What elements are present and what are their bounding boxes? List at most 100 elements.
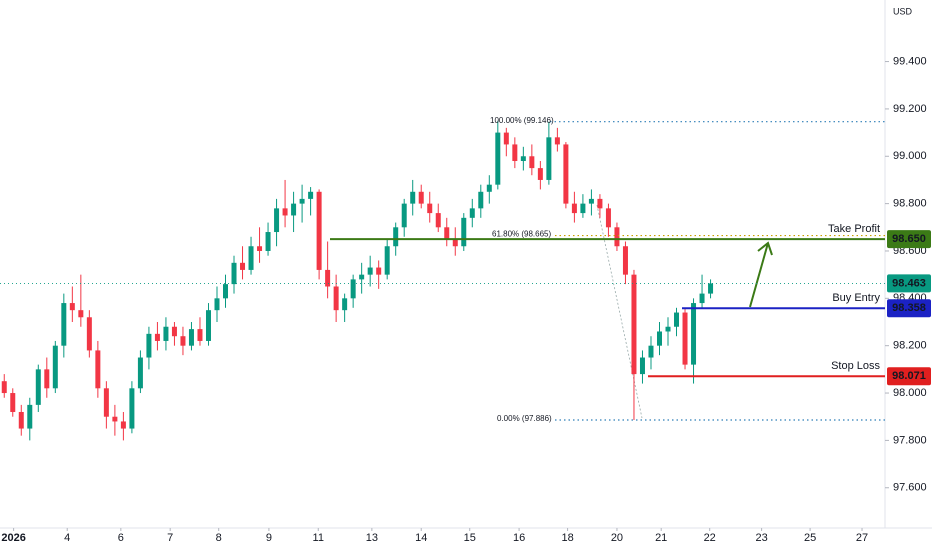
candle-body — [367, 267, 373, 275]
candle-body — [95, 350, 101, 389]
level-label: 98.358 — [892, 302, 926, 314]
current-price-label: 98.463 — [892, 277, 926, 289]
candle-body — [35, 369, 41, 405]
candle-body — [120, 421, 126, 429]
candle-body — [240, 262, 246, 270]
y-tick-label: 98.800 — [893, 198, 927, 210]
candle-body — [708, 283, 714, 294]
candle-body — [529, 156, 535, 169]
candle-body — [86, 317, 92, 351]
candle-body — [563, 144, 569, 204]
level-box — [887, 299, 931, 318]
candle-body — [299, 198, 305, 204]
candle-body — [18, 411, 24, 429]
candle-body — [495, 132, 501, 185]
level-name: Stop Loss — [831, 360, 880, 372]
x-tick-label: 13 — [366, 532, 378, 544]
candle-body — [205, 310, 211, 341]
candle-body — [597, 198, 603, 209]
candle-body — [1, 381, 7, 394]
candle-body — [503, 132, 509, 145]
candle-body — [639, 357, 645, 375]
candle-body — [656, 331, 662, 346]
x-tick-label: 23 — [755, 532, 767, 544]
current-price-box — [887, 274, 931, 293]
candle-body — [171, 326, 177, 337]
candle-body — [393, 227, 399, 247]
candle-body — [137, 357, 143, 389]
fib-trend — [596, 204, 643, 419]
candle-body — [316, 191, 322, 270]
candle-body — [444, 227, 450, 240]
y-tick-label: 99.400 — [893, 55, 927, 67]
candle-body — [291, 203, 297, 216]
candle-body — [78, 310, 84, 318]
candle-body — [112, 416, 118, 422]
candle-body — [554, 137, 560, 145]
x-tick-label: 14 — [415, 532, 427, 544]
candle-body — [427, 203, 433, 214]
y-tick-label: 99.000 — [893, 150, 927, 162]
candle-body — [223, 284, 229, 299]
candle-body — [478, 191, 484, 209]
candle-body — [691, 303, 697, 365]
candle-body — [146, 333, 152, 358]
candle-body — [274, 208, 280, 233]
candle-body — [376, 267, 382, 275]
x-tick-label: 6 — [118, 532, 124, 544]
level-box — [887, 367, 931, 386]
candle-body — [257, 246, 263, 251]
x-tick-label: 22 — [704, 532, 716, 544]
candle-body — [342, 298, 348, 311]
candle-body — [401, 203, 407, 228]
candle-body — [682, 312, 688, 365]
candle-body — [461, 217, 467, 247]
x-tick-label: 4 — [64, 532, 70, 544]
x-tick-label: 16 — [513, 532, 525, 544]
fib-label: 0.00% (97.886) — [497, 414, 552, 423]
y-tick-label: 97.800 — [893, 434, 927, 446]
level-box — [887, 230, 931, 249]
currency: USD — [893, 6, 913, 16]
level-name: Buy Entry — [832, 292, 880, 304]
level-name: Take Profit — [828, 223, 880, 235]
x-tick-label: 8 — [216, 532, 222, 544]
candle-body — [631, 274, 637, 375]
candle-body — [69, 303, 75, 311]
x-tick-label: 21 — [655, 532, 667, 544]
level-label: 98.650 — [892, 233, 926, 245]
candle-body — [265, 232, 271, 251]
candle-body — [605, 208, 611, 228]
candle-body — [571, 203, 577, 214]
target-arrow — [749, 241, 773, 308]
candle-body — [61, 303, 67, 346]
candle-body — [614, 227, 620, 247]
candle-body — [537, 168, 543, 180]
candle-body — [282, 208, 288, 216]
level-label: 98.071 — [892, 370, 926, 382]
candle-body — [214, 298, 220, 311]
candle-body — [486, 184, 492, 192]
candle-body — [665, 326, 671, 332]
candle-body — [512, 144, 518, 162]
x-tick-label: 18 — [561, 532, 573, 544]
candle-body — [359, 274, 365, 280]
x-tick-label: 27 — [856, 532, 868, 544]
candle-body — [699, 293, 705, 304]
candle-body — [308, 191, 314, 199]
candle-body — [622, 246, 628, 275]
y-tick-label: 99.200 — [893, 103, 927, 115]
candle-body — [384, 246, 390, 275]
y-tick-label: 98.000 — [893, 387, 927, 399]
candle-body — [154, 333, 160, 341]
candle-body — [452, 239, 458, 247]
candle-body — [588, 198, 594, 204]
x-tick-label: 15 — [464, 532, 476, 544]
candle-body — [418, 191, 424, 204]
candle-body — [129, 388, 135, 429]
y-tick-label: 98.200 — [893, 340, 927, 352]
candle-body — [648, 345, 654, 358]
candle-body — [188, 329, 194, 346]
